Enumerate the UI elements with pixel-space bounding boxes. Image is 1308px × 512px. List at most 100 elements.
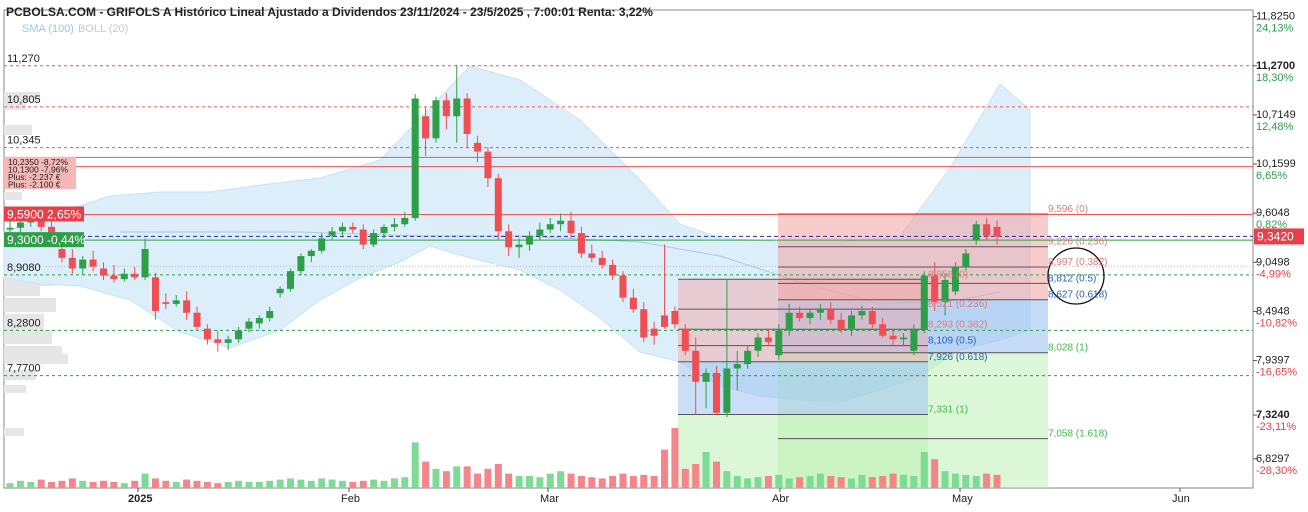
left-badge-red	[4, 206, 84, 222]
volume-bar	[848, 478, 856, 488]
candle-body	[89, 259, 97, 267]
left-badge-green-label: 9,3000 -0,44%	[7, 233, 85, 247]
volume-bar	[661, 449, 669, 488]
volume-bar	[931, 459, 939, 488]
candle-body	[255, 318, 263, 324]
candle-body	[889, 335, 897, 340]
candle-body	[318, 238, 326, 251]
candle-body	[993, 226, 1001, 237]
x-axis-label: 2025	[128, 493, 152, 505]
volume-profile-bar	[4, 385, 26, 393]
volume-bar	[203, 482, 211, 488]
candle-body	[162, 302, 170, 304]
candle-body	[401, 218, 409, 225]
candle-body	[453, 98, 461, 117]
candle-body	[858, 310, 866, 316]
candle-body	[671, 310, 679, 325]
volume-bar	[224, 482, 232, 488]
volume-bar	[619, 473, 627, 488]
volume-bar	[276, 479, 284, 488]
candle-body	[609, 264, 617, 276]
fib-upper-label: 7,058 (1.618)	[1048, 429, 1108, 440]
candle-body	[68, 257, 76, 269]
candle-body	[806, 312, 814, 319]
boll-indicator-label: BOLL (20)	[77, 23, 129, 35]
note-text: Plus: -2.237 €	[8, 172, 61, 182]
right-axis-percent: -16,65%	[1256, 367, 1297, 379]
volume-bar	[588, 477, 596, 488]
volume-bar	[868, 477, 876, 488]
right-axis-price: 11,2700	[1256, 60, 1295, 72]
volume-bar	[993, 474, 1001, 488]
volume-bar	[629, 476, 637, 488]
volume-bar	[764, 476, 772, 488]
volume-bar	[920, 452, 928, 488]
candle-body	[723, 368, 731, 413]
left-level-label: 8,2800	[7, 317, 41, 329]
candle-body	[640, 309, 648, 338]
volume-bar	[754, 477, 762, 488]
candle-body	[100, 268, 108, 276]
left-level-label: 7,7700	[7, 363, 41, 375]
volume-bar	[598, 478, 606, 488]
candle-body	[370, 233, 378, 245]
candle-body	[796, 312, 804, 319]
volume-bar	[692, 464, 700, 488]
left-level-label: 8,9080	[7, 262, 41, 274]
volume-bar	[910, 476, 918, 488]
volume-bar	[899, 474, 907, 488]
volume-bar	[463, 466, 471, 488]
candle-body	[983, 224, 991, 236]
candle-body	[848, 315, 856, 329]
volume-bar	[785, 478, 793, 488]
candle-body	[754, 337, 762, 351]
volume-bar	[27, 482, 35, 488]
left-level-label: 10,805	[7, 94, 41, 106]
volume-bar	[162, 480, 170, 488]
volume-bar	[733, 476, 741, 488]
candle-body	[172, 300, 180, 304]
x-axis-label: Feb	[341, 493, 360, 505]
right-axis-price: 10,1599	[1256, 158, 1296, 170]
x-axis-label: May	[952, 493, 973, 505]
right-axis-percent: -10,82%	[1256, 317, 1297, 329]
sma-indicator-label: SMA (100)	[22, 23, 74, 35]
candle-body	[380, 226, 388, 234]
volume-bar	[131, 480, 139, 488]
volume-profile-bar	[4, 192, 22, 200]
right-axis-percent: 18,30%	[1256, 72, 1294, 84]
volume-bar	[349, 482, 357, 488]
volume-bar	[879, 476, 887, 488]
candle-body	[297, 256, 305, 272]
candle-body	[58, 249, 66, 258]
volume-bar	[744, 478, 752, 488]
fib-lower-label: 7,331 (1)	[928, 404, 968, 415]
candle-body	[359, 229, 367, 245]
candle-body	[941, 279, 949, 303]
left-badge-green	[4, 232, 84, 248]
current-price-label: 9,3420	[1257, 229, 1294, 243]
volume-bar	[983, 473, 991, 488]
candle-body	[287, 271, 295, 289]
volume-bar	[193, 480, 201, 488]
candle-body	[131, 273, 139, 278]
volume-bar	[390, 478, 398, 488]
volume-profile-bar	[4, 92, 40, 102]
candle-body	[411, 98, 419, 219]
candle-body	[349, 226, 357, 230]
volume-bar	[816, 473, 824, 488]
fib-upper-label: 8,028 (1)	[1048, 343, 1088, 354]
candle-body	[910, 328, 918, 351]
candle-body	[951, 266, 959, 292]
volume-profile-bar	[4, 125, 32, 135]
candle-body	[183, 300, 191, 313]
candle-body	[203, 328, 211, 340]
volume-bar	[609, 476, 617, 488]
right-axis-percent: 6,65%	[1256, 170, 1287, 182]
fib-lower-label: 8,293 (0.382)	[928, 319, 988, 330]
candle-body	[442, 100, 450, 117]
volume-bar	[546, 473, 554, 488]
candle-body	[733, 364, 741, 369]
candle-body	[972, 224, 980, 241]
fib-lower-red-zone	[678, 279, 928, 362]
